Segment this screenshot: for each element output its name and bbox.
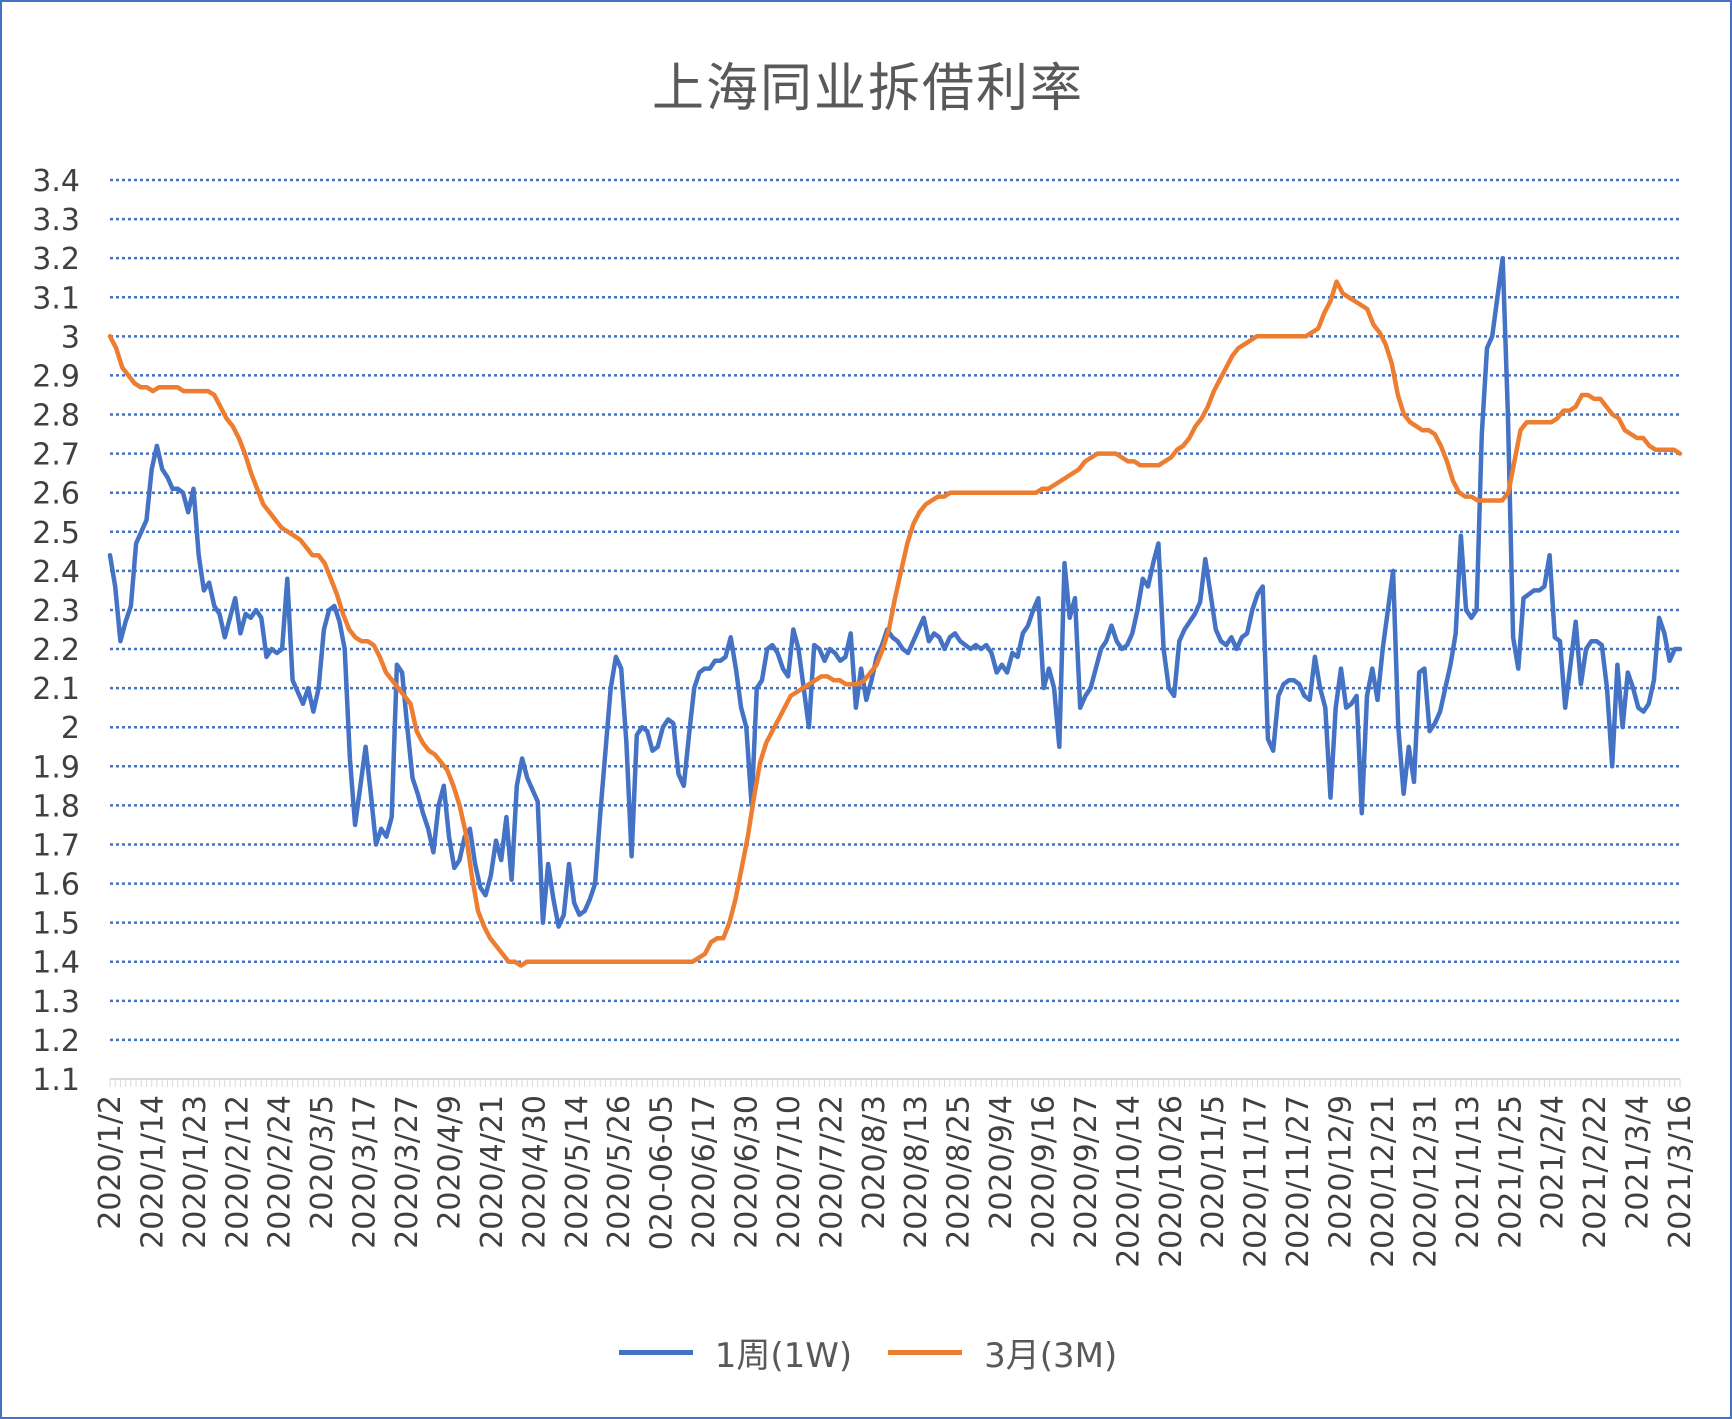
x-tick-label: 2020/5/26 [602,1095,637,1249]
y-tick-label: 3.1 [32,281,80,316]
legend-swatch-3m [888,1350,963,1355]
y-tick-label: 1.9 [32,750,80,785]
x-tick-label: 2020/10/26 [1154,1095,1189,1268]
y-tick-label: 1.8 [32,789,80,824]
y-tick-label: 2.2 [32,633,80,668]
x-tick-label: 2020/2/12 [220,1095,255,1249]
x-tick-label: 2021/1/13 [1451,1095,1486,1249]
x-tick-label: 2020/12/9 [1324,1095,1359,1249]
legend-label-1w: 1周(1W) [714,1336,853,1376]
x-tick-label: 2021/1/25 [1493,1095,1528,1249]
y-tick-label: 2.9 [32,359,80,394]
x-tick-label: 020-06-05 [645,1095,680,1250]
x-tick-label: 2020/6/17 [687,1095,722,1249]
x-tick-label: 2020/9/4 [984,1095,1019,1230]
legend: 1周(1W) 3月(3M) [2,1328,1730,1377]
x-tick-label: 2020/8/13 [899,1095,934,1249]
y-axis-ticks: 1.1 1.2 1.3 1.4 1.5 1.6 1.7 1.8 1.9 2 2.1 2.2 2.3 2.4… [32,164,80,1098]
x-tick-label: 2020/3/27 [390,1095,425,1249]
x-tick-label: 2020/3/5 [305,1095,340,1230]
series-lines [107,255,1683,968]
x-axis [109,1078,1681,1087]
y-tick-label: 2.6 [32,477,80,512]
y-tick-label: 1.4 [32,946,80,981]
x-tick-label: 2020/11/27 [1281,1095,1316,1268]
x-tick-label: 2020/7/22 [814,1095,849,1249]
series-line-1w [107,255,1683,929]
x-tick-label: 2020/12/21 [1366,1095,1401,1268]
x-tick-label: 2020/4/21 [475,1095,510,1249]
x-tick-label: 2020/12/31 [1408,1095,1443,1268]
legend-item-3m: 3月(3M) [888,1328,1117,1377]
x-tick-label: 2020/8/3 [857,1095,892,1230]
y-tick-label: 1.7 [32,828,80,863]
x-tick-label: 2020/10/14 [1111,1095,1146,1268]
y-tick-label: 1.1 [32,1063,80,1098]
y-tick-label: 3.4 [32,164,80,199]
legend-label-3m: 3月(3M) [984,1336,1118,1376]
y-tick-label: 1.5 [32,907,80,942]
x-axis-ticks: 2020/1/2 2020/1/14 2020/1/23 2020/2/12 2020/… [93,1095,1698,1268]
x-tick-label: 2021/3/4 [1621,1095,1656,1230]
y-tick-label: 2.5 [32,516,80,551]
y-tick-label: 3 [61,320,80,355]
x-tick-label: 2020/2/24 [263,1095,298,1249]
x-tick-label: 2020/9/27 [1069,1095,1104,1249]
y-tick-label: 2.8 [32,399,80,434]
x-tick-label: 2021/2/4 [1536,1095,1571,1230]
x-tick-label: 2020/4/9 [432,1095,467,1230]
x-tick-label: 2020/3/17 [348,1095,383,1249]
x-tick-label: 2020/8/25 [942,1095,977,1249]
y-tick-label: 2.3 [32,594,80,629]
legend-item-1w: 1周(1W) [618,1328,853,1377]
x-tick-label: 2020/7/10 [772,1095,807,1249]
legend-swatch-1w [618,1350,693,1355]
chart-title: 上海同业拆借利率 [651,59,1084,119]
y-tick-label: 3.3 [32,203,80,238]
x-tick-label: 2020/6/30 [729,1095,764,1249]
y-tick-label: 1.2 [32,1024,80,1059]
y-tick-label: 2 [61,711,80,746]
y-tick-label: 1.6 [32,868,80,903]
x-tick-label: 2020/4/30 [517,1095,552,1249]
x-tick-label: 2020/1/23 [178,1095,213,1249]
x-tick-label: 2020/5/14 [560,1095,595,1249]
y-tick-label: 1.3 [32,985,80,1020]
y-tick-label: 3.2 [32,242,80,277]
x-tick-label: 2020/11/5 [1196,1095,1231,1249]
x-tick-label: 2020/9/16 [1027,1095,1062,1249]
y-tick-label: 2.4 [32,555,80,590]
y-tick-label: 2.7 [32,438,80,473]
x-tick-label: 2021/3/16 [1663,1095,1698,1249]
series-line-3m [107,279,1683,968]
x-tick-label: 2020/1/2 [93,1095,128,1230]
y-tick-label: 2.1 [32,672,80,707]
x-tick-label: 2021/2/22 [1578,1095,1613,1249]
x-tick-label: 2020/1/14 [135,1095,170,1249]
x-tick-label: 2020/11/17 [1239,1095,1274,1268]
